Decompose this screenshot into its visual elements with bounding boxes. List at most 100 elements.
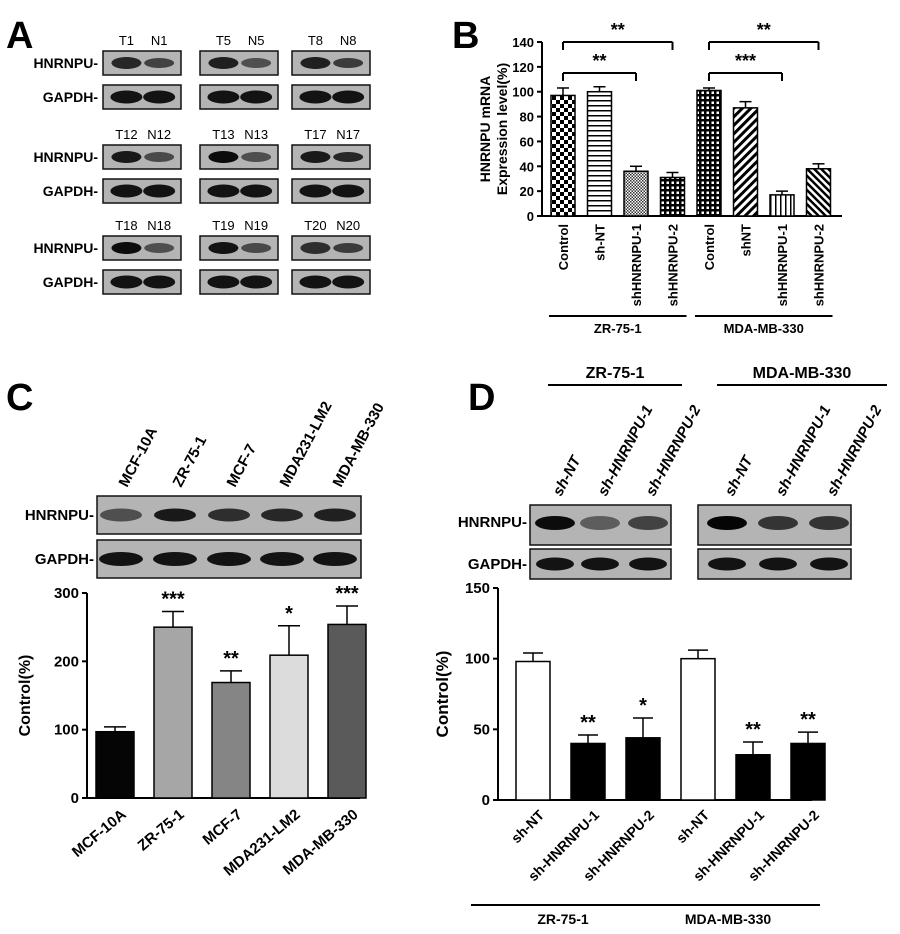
lane-label: N18	[147, 218, 171, 233]
lane-label: MCF-7	[224, 441, 261, 489]
group-label: MDA-MB-330	[724, 321, 804, 336]
y-axis-label: Control(%)	[433, 651, 452, 738]
band-control	[207, 275, 240, 289]
y-tick-label: 50	[473, 721, 490, 738]
bar	[696, 89, 722, 217]
band-control	[207, 552, 251, 566]
band-control	[110, 90, 143, 104]
bar	[805, 168, 832, 217]
x-tick-label: MCF-10A	[69, 806, 130, 861]
panel-label-a: A	[6, 15, 33, 57]
significance-label: **	[223, 648, 239, 670]
lane-label: T17	[304, 127, 326, 142]
band-target	[314, 508, 356, 522]
row-label-control: GAPDH-	[35, 551, 94, 568]
y-tick-label: 100	[512, 85, 534, 100]
panel-b-mrna-chart: 0 20 40 60 80 100 120 140 HNRNPU mRNA Expression …	[477, 20, 842, 336]
y-tick-label: 150	[465, 580, 490, 597]
lane-label: T1	[119, 33, 134, 48]
bar	[550, 94, 576, 217]
x-tick-label: shHNRNPU-2	[812, 224, 827, 306]
band-target	[241, 58, 272, 68]
significance-label: ***	[161, 588, 185, 610]
bar	[515, 660, 551, 801]
panel-d-protein-chart: 050100150Control(%)sh-NT**sh-HNRNPU-1*sh…	[433, 580, 826, 927]
band-target	[208, 57, 239, 69]
lane-label: T19	[212, 218, 234, 233]
bar	[269, 654, 309, 799]
band-target	[144, 58, 175, 68]
band-target	[809, 516, 849, 530]
band-target	[580, 516, 620, 530]
bar	[327, 623, 367, 799]
significance-label: ***	[735, 51, 756, 71]
row-label-target: HNRNPU-	[33, 149, 98, 165]
bar	[586, 90, 613, 217]
y-tick-label: 0	[482, 792, 490, 809]
y-tick-label: 300	[54, 585, 79, 602]
band-control	[143, 275, 176, 289]
band-target	[241, 152, 272, 162]
lane-label: sh-HNRNPU-1	[773, 403, 835, 499]
x-tick-label: ZR-75-1	[134, 806, 187, 854]
lane-label: sh-NT	[550, 452, 586, 499]
band-target	[707, 516, 747, 530]
band-control	[110, 184, 143, 198]
bar	[623, 170, 649, 217]
y-tick-label: 80	[520, 110, 534, 125]
band-target	[208, 242, 239, 254]
panel-a-western-blots: T1 N1 T5 N5 T8 N8 T12 N12 T13 N13 T17 N17 T18 N18 T19 N…	[33, 33, 371, 295]
x-tick-label: sh-NT	[673, 806, 713, 846]
x-tick-label: sh-NT	[593, 224, 608, 261]
band-control	[332, 184, 365, 198]
band-target	[111, 151, 142, 163]
lane-label: N20	[336, 218, 360, 233]
band-target	[535, 516, 575, 530]
lane-label: N19	[244, 218, 268, 233]
band-target	[261, 508, 303, 522]
band-control	[299, 184, 332, 198]
significance-label: **	[757, 20, 771, 40]
band-control	[207, 90, 240, 104]
y-tick-label: 60	[520, 134, 534, 149]
band-target	[300, 57, 331, 69]
lane-label: N8	[340, 33, 357, 48]
row-label-control: GAPDH-	[43, 89, 99, 105]
band-control	[332, 275, 365, 289]
row-label-control: GAPDH-	[43, 274, 99, 290]
lane-label: T12	[115, 127, 137, 142]
significance-label: *	[639, 695, 647, 717]
y-tick-label: 40	[520, 159, 534, 174]
band-target	[100, 508, 142, 522]
band-target	[208, 151, 239, 163]
y-tick-label: 0	[527, 209, 534, 224]
band-control	[110, 275, 143, 289]
band-control	[99, 552, 143, 566]
band-control	[299, 90, 332, 104]
panel-d-western-blot: ZR-75-1 MDA-MB-330 sh-NT sh-HNRNPU-1sh-HNRN…	[458, 365, 887, 580]
significance-label: **	[745, 719, 761, 741]
lane-label: T13	[212, 127, 234, 142]
band-target	[154, 508, 196, 522]
lane-label: T5	[216, 33, 231, 48]
bar	[95, 730, 135, 799]
band-control	[153, 552, 197, 566]
y-axis-label: Control(%)	[17, 655, 34, 737]
lane-label: N13	[244, 127, 268, 142]
x-tick-label: shNT	[739, 224, 754, 257]
panel-c-protein-chart: 0 100 200 300 Control(%) MCF-10A *** ZR-75-1 ** M…	[17, 583, 367, 880]
lane-label: T18	[115, 218, 137, 233]
y-tick-label: 120	[512, 60, 534, 75]
x-tick-label: Control	[702, 224, 717, 270]
y-tick-label: 20	[520, 184, 534, 199]
band-target	[300, 151, 331, 163]
lane-label: MDA231-LM2	[277, 399, 336, 490]
panel-label-d: D	[468, 377, 495, 419]
group-label: ZR-75-1	[594, 321, 642, 336]
bar	[659, 176, 686, 217]
x-tick-label: shHNRNPU-1	[629, 224, 644, 306]
group-label: MDA-MB-330	[685, 911, 772, 927]
lane-label: N12	[147, 127, 171, 142]
lane-label: ZR-75-1	[170, 433, 211, 490]
